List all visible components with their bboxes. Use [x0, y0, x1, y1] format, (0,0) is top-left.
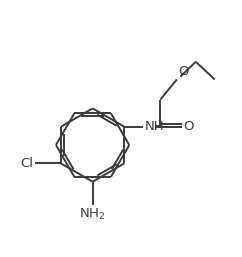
Text: O: O: [178, 65, 189, 78]
Text: Cl: Cl: [21, 157, 34, 170]
Text: NH$_2$: NH$_2$: [79, 207, 106, 222]
Text: NH: NH: [144, 120, 164, 133]
Text: O: O: [183, 120, 193, 133]
